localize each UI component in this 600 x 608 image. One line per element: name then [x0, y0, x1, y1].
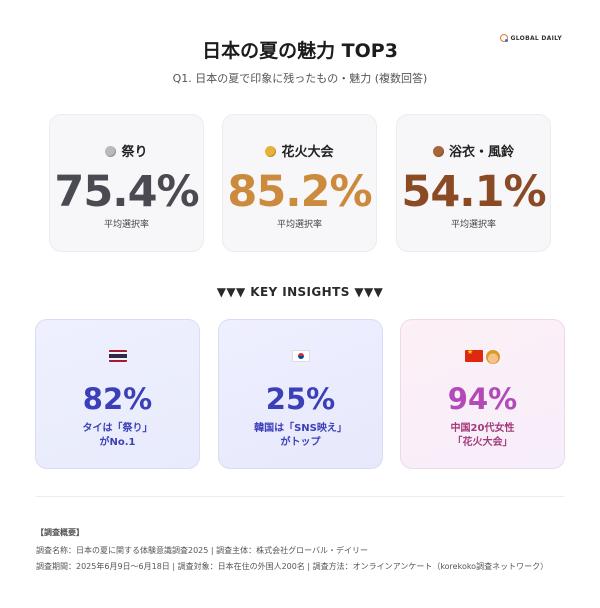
page-title: 日本の夏の魅力 TOP3	[202, 40, 398, 62]
insight-text: 中国20代女性 「花火大会」	[450, 423, 515, 448]
top-card-yukata: 浴衣・風鈴 54.1% 平均選択率	[396, 114, 551, 252]
china-flag-icon	[465, 350, 483, 362]
top-card-label: 花火大会	[223, 141, 376, 160]
key-insights-heading: ▼▼▼ KEY INSIGHTS ▼▼▼	[216, 285, 384, 299]
insight-card-china: 94% 中国20代女性 「花火大会」	[400, 319, 565, 469]
top-card-fireworks: 花火大会 85.2% 平均選択率	[222, 114, 377, 252]
brand-name: GLOBAL DAILY	[510, 34, 562, 42]
insight-card-korea: 25% 韓国は「SNS映え」 がトップ	[218, 319, 383, 469]
top-card-caption: 平均選択率	[276, 220, 322, 230]
page-subtitle: Q1. 日本の夏で印象に残ったもの・魅力 (複数回答)	[172, 72, 428, 85]
insight-value: 82%	[82, 382, 153, 416]
divider	[36, 496, 564, 497]
insight-text: 韓国は「SNS映え」 がトップ	[254, 423, 347, 448]
silver-medal-icon	[105, 146, 117, 157]
survey-name-line: 調査名称：日本の夏に関する体験意識調査2025 | 調査主体：株式会社グローバル…	[36, 546, 369, 555]
survey-period-line: 調査期間：2025年6月9日〜6月18日 | 調査対象：日本在住の外国人200名…	[36, 562, 549, 571]
top-card-label: 祭り	[50, 141, 203, 160]
bronze-medal-icon	[432, 146, 444, 157]
insight-value: 25%	[265, 382, 336, 416]
woman-icon	[486, 350, 500, 364]
brand-logo: GLOBAL DAILY	[499, 34, 562, 42]
top-card-label: 浴衣・風鈴	[397, 141, 550, 160]
insight-text: タイは「祭り」 がNo.1	[82, 423, 153, 448]
top-card-value: 75.4%	[54, 167, 199, 217]
top-card-caption: 平均選択率	[450, 220, 496, 230]
insight-card-thailand: 82% タイは「祭り」 がNo.1	[35, 319, 200, 469]
top-card-caption: 平均選択率	[103, 220, 149, 230]
insight-value: 94%	[447, 382, 518, 416]
gold-medal-icon	[265, 146, 277, 157]
top-card-matsuri: 祭り 75.4% 平均選択率	[49, 114, 204, 252]
survey-overview-heading: 【調査概要】	[36, 528, 84, 537]
south-korea-flag-icon	[291, 350, 310, 362]
globe-logo-icon	[499, 34, 508, 42]
top-card-value: 54.1%	[401, 167, 546, 217]
top-card-value: 85.2%	[227, 167, 372, 217]
thailand-flag-icon	[108, 350, 127, 362]
